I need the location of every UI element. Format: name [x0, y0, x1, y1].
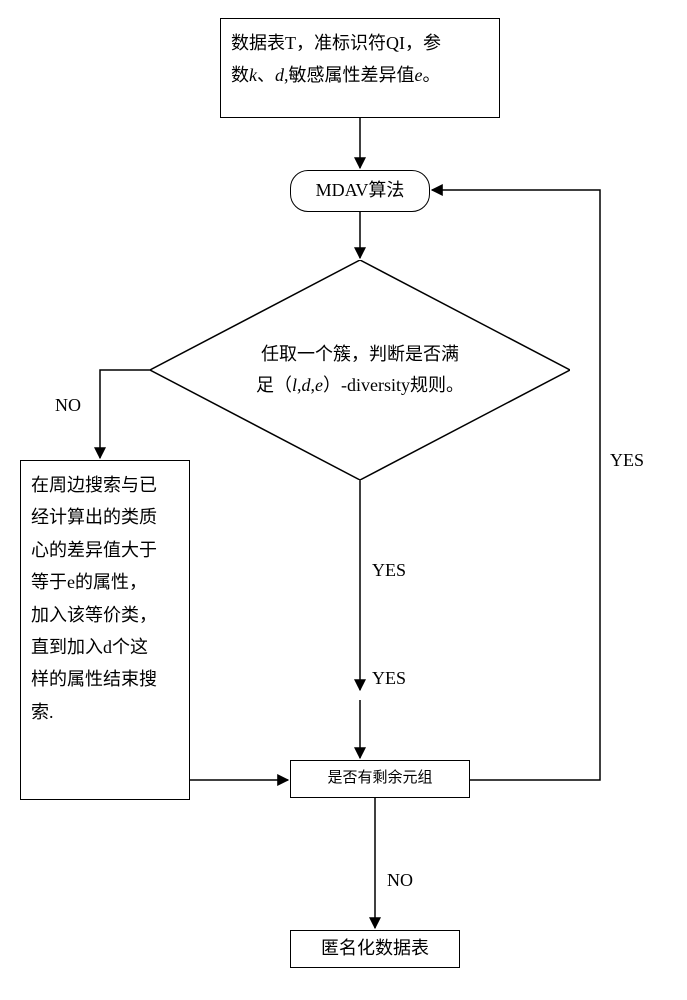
- edge-label-no-1: NO: [55, 395, 81, 416]
- node-mdav: MDAV算法: [290, 170, 430, 212]
- node-search-l5: 直到加入d个这: [31, 637, 148, 657]
- node-input-line1: 数据表T，准标识符QI，参: [231, 33, 441, 53]
- node-remain: 是否有剩余元组: [290, 760, 470, 798]
- node-output-text: 匿名化数据表: [321, 938, 429, 958]
- edge-label-no-2: NO: [387, 870, 413, 891]
- node-search-l6: 样的属性结束搜: [31, 669, 157, 689]
- node-search-l3: 等于e的属性，: [31, 572, 147, 592]
- node-decision-line1: 任取一个簇，判断是否满: [261, 344, 459, 364]
- node-decision-label: 任取一个簇，判断是否满 足（l,d,e）-diversity规则。: [150, 260, 570, 480]
- node-decision-line2: 足（l,d,e）-diversity规则。: [256, 375, 464, 395]
- flowchart-canvas: 数据表T，准标识符QI，参 数k、d,敏感属性差异值e。 MDAV算法 任取一个…: [0, 0, 687, 1000]
- node-input-line2: 数k、d,敏感属性差异值e。: [231, 65, 441, 85]
- node-search-l0: 在周边搜索与已: [31, 475, 157, 495]
- edge-label-yes-2: YES: [372, 668, 406, 689]
- edge-label-yes-3: YES: [610, 450, 644, 471]
- edge-label-yes-1: YES: [372, 560, 406, 581]
- node-search-l7: 索.: [31, 702, 54, 722]
- node-search-l1: 经计算出的类质: [31, 507, 157, 527]
- node-search-l4: 加入该等价类，: [31, 605, 157, 625]
- node-search: 在周边搜索与已 经计算出的类质 心的差异值大于 等于e的属性， 加入该等价类， …: [20, 460, 190, 800]
- node-mdav-text: MDAV算法: [316, 180, 405, 200]
- node-input: 数据表T，准标识符QI，参 数k、d,敏感属性差异值e。: [220, 18, 500, 118]
- node-remain-text: 是否有剩余元组: [327, 770, 432, 786]
- node-output: 匿名化数据表: [290, 930, 460, 968]
- node-search-l2: 心的差异值大于: [31, 540, 157, 560]
- node-decision: 任取一个簇，判断是否满 足（l,d,e）-diversity规则。: [150, 260, 570, 480]
